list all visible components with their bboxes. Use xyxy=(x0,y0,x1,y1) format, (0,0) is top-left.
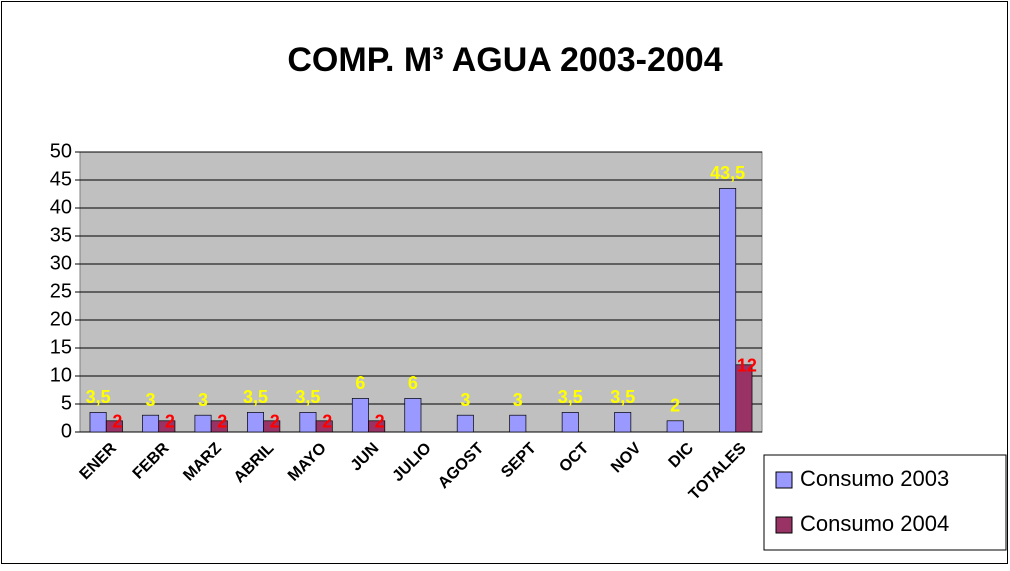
bar xyxy=(456,414,474,433)
data-label: 2 xyxy=(375,412,385,432)
bar xyxy=(142,414,160,433)
y-tick-label: 40 xyxy=(50,196,72,218)
bar xyxy=(561,412,579,433)
bar xyxy=(105,420,123,433)
data-label: 3 xyxy=(460,390,470,410)
data-label: 2 xyxy=(270,412,280,432)
y-tick-label: 25 xyxy=(50,280,72,302)
bar xyxy=(315,420,333,433)
legend-label: Consumo 2003 xyxy=(800,466,949,491)
bar xyxy=(614,412,632,433)
chart-title: COMP. M³ AGUA 2003-2004 xyxy=(287,41,722,79)
legend-label: Consumo 2004 xyxy=(800,511,949,536)
y-tick-label: 45 xyxy=(50,168,72,190)
y-tick-label: 30 xyxy=(50,252,72,274)
data-label: 3,5 xyxy=(86,387,111,407)
bar xyxy=(368,420,386,433)
y-tick-label: 35 xyxy=(50,224,72,246)
y-tick-label: 10 xyxy=(50,364,72,386)
data-label: 2 xyxy=(112,412,122,432)
data-label: 6 xyxy=(355,373,365,393)
y-tick-label: 20 xyxy=(50,308,72,330)
y-tick-label: 5 xyxy=(61,392,72,414)
data-label: 3,5 xyxy=(243,387,268,407)
legend xyxy=(763,454,1007,551)
data-label: 12 xyxy=(737,356,757,376)
legend-swatch xyxy=(775,471,793,489)
bar xyxy=(351,398,369,433)
data-label: 2 xyxy=(670,396,680,416)
bar xyxy=(719,188,737,433)
data-label: 2 xyxy=(217,412,227,432)
data-label: 3 xyxy=(198,390,208,410)
data-label: 3,5 xyxy=(295,387,320,407)
bar xyxy=(158,420,176,433)
data-label: 43,5 xyxy=(710,163,745,183)
bar xyxy=(263,420,281,433)
y-tick-label: 15 xyxy=(50,336,72,358)
bar xyxy=(247,412,264,433)
bar xyxy=(735,364,753,433)
bar xyxy=(89,412,107,433)
y-tick-label: 50 xyxy=(50,140,72,162)
data-label: 3 xyxy=(513,390,523,410)
legend-swatch xyxy=(775,516,793,534)
bar xyxy=(404,398,422,433)
data-label: 2 xyxy=(322,412,332,432)
data-label: 3,5 xyxy=(558,387,583,407)
data-label: 2 xyxy=(165,412,175,432)
bar xyxy=(299,412,317,433)
data-label: 6 xyxy=(408,373,418,393)
y-tick-label: 0 xyxy=(61,420,72,442)
data-label: 3 xyxy=(146,390,156,410)
bar xyxy=(210,420,228,433)
bar xyxy=(194,414,212,433)
data-label: 3,5 xyxy=(610,387,635,407)
bar xyxy=(509,414,527,433)
bar xyxy=(666,420,684,433)
